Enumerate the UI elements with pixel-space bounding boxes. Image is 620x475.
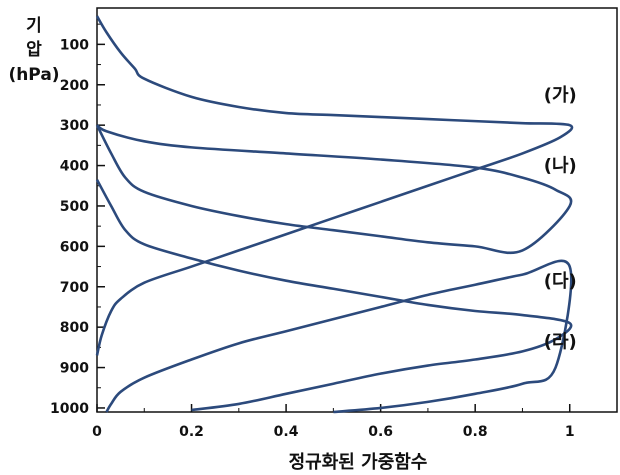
series-line [95, 179, 573, 412]
y-tick-label: 700 [60, 280, 89, 296]
ylabel-line: 압 [26, 39, 42, 60]
plot-frame [96, 7, 618, 413]
series-lines [95, 15, 574, 414]
y-tick-label: 1000 [50, 401, 89, 417]
y-tick-label: 500 [60, 199, 89, 215]
y-axis-label: 기 압 (hPa) [8, 16, 59, 85]
series-label: (나) [544, 156, 577, 177]
plot-border [96, 7, 618, 413]
x-tick-label: 0.6 [368, 424, 393, 440]
y-tick-label: 200 [60, 78, 89, 94]
x-tick-label: 0 [92, 424, 102, 440]
series-line [95, 124, 573, 255]
series-label: (다) [544, 271, 577, 292]
y-tick-label: 300 [60, 118, 89, 134]
y-tick-label: 800 [60, 320, 89, 336]
y-tick-label: 400 [60, 159, 89, 175]
series-labels: (가) (나) (다) (라) [544, 85, 577, 352]
y-tick-label: 100 [60, 37, 89, 53]
y-tick-label: 600 [60, 239, 89, 255]
x-axis-label: 정규화된 가중함수 [289, 451, 428, 473]
x-tick-label: 0.4 [274, 424, 299, 440]
x-tick-label: 0.2 [179, 424, 204, 440]
x-tick-label: 0.8 [463, 424, 488, 440]
series-line [105, 259, 573, 414]
series-label: (라) [544, 331, 577, 352]
y-tick-label: 900 [60, 361, 89, 377]
x-axis-ticks: 0 0.2 0.4 0.6 0.8 1 [92, 404, 618, 440]
series-line [95, 15, 574, 356]
x-tick-label: 1 [565, 424, 575, 440]
ylabel-line: 기 [26, 16, 42, 36]
ylabel-line: (hPa) [8, 65, 59, 85]
y-axis-ticks: 100 200 300 400 500 600 700 800 900 1000 [50, 23, 105, 417]
series-label: (가) [544, 85, 577, 106]
